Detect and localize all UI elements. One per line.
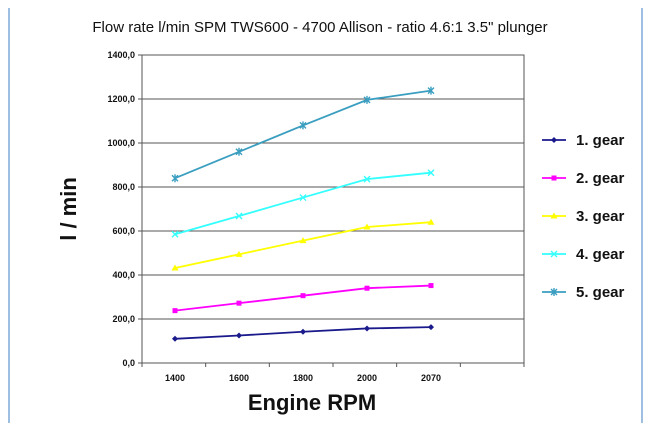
legend-label: 3. gear <box>576 208 625 225</box>
x-tick-label: 1400 <box>165 373 185 383</box>
data-point <box>235 212 243 220</box>
data-point <box>427 218 435 225</box>
data-point <box>300 328 306 335</box>
data-point <box>235 147 243 156</box>
x-tick-label: 1600 <box>229 373 249 383</box>
plot-area <box>141 54 525 364</box>
data-point <box>428 283 434 289</box>
x-tick-label: 2070 <box>421 373 441 383</box>
legend: 1. gear 2. gear 3. gear 4. gear 5. gear <box>542 132 625 301</box>
data-point <box>427 86 435 95</box>
data-point <box>363 95 371 104</box>
data-point <box>427 169 435 177</box>
y-tick-label: 800,0 <box>112 182 135 192</box>
data-point <box>235 250 243 257</box>
y-tick-label: 0,0 <box>122 358 135 368</box>
y-tick-label: 200,0 <box>112 314 135 324</box>
y-tick-label: 600,0 <box>112 226 135 236</box>
grid-lines <box>142 98 524 320</box>
data-point <box>171 230 179 238</box>
data-point <box>172 335 178 342</box>
legend-label: 5. gear <box>576 284 625 301</box>
y-axis-ticks: 0,0 200,0 400,0 600,0 800,0 1000,0 1200,0 1400,… <box>107 50 142 368</box>
x-tick-label: 2000 <box>357 373 377 383</box>
data-point <box>172 308 178 314</box>
data-point <box>171 174 179 183</box>
data-point <box>299 121 307 130</box>
data-point <box>299 237 307 244</box>
data-point <box>236 300 242 306</box>
y-tick-label: 400,0 <box>112 270 135 280</box>
y-tick-label: 1400,0 <box>107 50 135 60</box>
data-point <box>299 194 307 202</box>
y-tick-label: 1000,0 <box>107 138 135 148</box>
x-axis-ticks: 1400 1600 1800 2000 2070 <box>141 363 525 383</box>
legend-marker <box>550 250 558 258</box>
series-markers <box>171 86 435 342</box>
x-axis-title: Engine RPM <box>248 390 376 415</box>
data-point <box>364 325 370 332</box>
data-point <box>428 324 434 331</box>
y-axis-title: l / min <box>56 177 81 241</box>
legend-marker <box>551 137 557 143</box>
data-point <box>171 264 179 271</box>
data-point <box>300 293 306 299</box>
chart-title: Flow rate l/min SPM TWS600 - 4700 Alliso… <box>92 19 547 36</box>
legend-marker <box>550 288 558 296</box>
data-point <box>364 285 370 291</box>
legend-label: 4. gear <box>576 246 625 263</box>
data-point <box>363 223 371 230</box>
data-point <box>236 332 242 339</box>
legend-label: 2. gear <box>576 170 625 187</box>
legend-marker <box>550 212 558 219</box>
legend-label: 1. gear <box>576 132 625 149</box>
legend-marker <box>551 175 557 181</box>
data-point <box>363 175 371 183</box>
x-tick-label: 1800 <box>293 373 313 383</box>
y-tick-label: 1200,0 <box>107 94 135 104</box>
